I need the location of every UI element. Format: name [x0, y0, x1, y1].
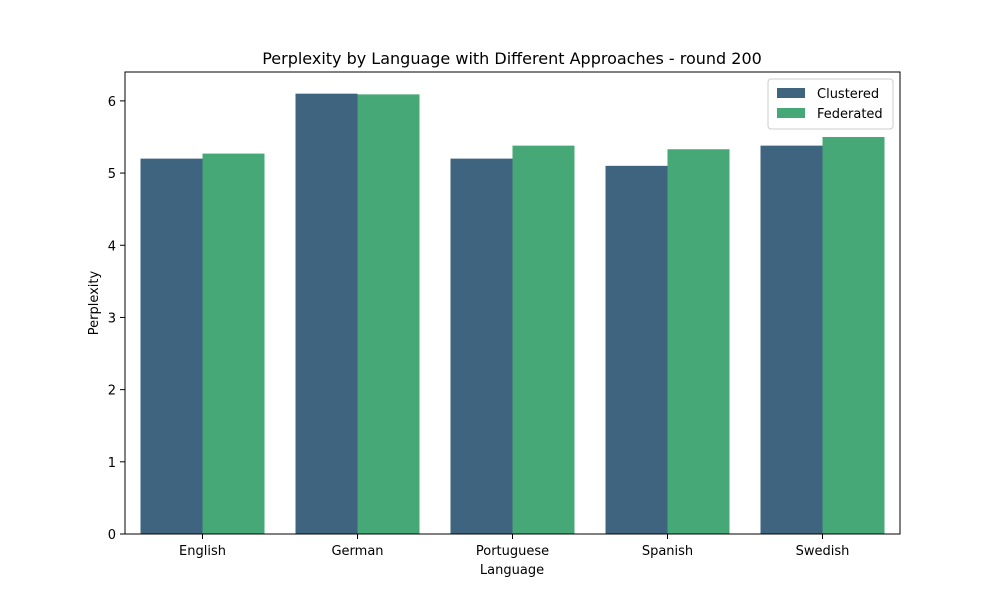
x-tick-label: Portuguese	[476, 544, 549, 559]
y-tick-label: 0	[108, 528, 116, 543]
bar-clustered-portuguese	[450, 158, 513, 534]
bar-clustered-spanish	[605, 165, 668, 534]
y-axis-label: Perplexity	[87, 270, 102, 335]
bar-federated-portuguese	[512, 145, 575, 534]
bar-federated-spanish	[667, 149, 730, 534]
y-ticks-group: 0 1 2 3 4 5 6	[108, 95, 125, 543]
y-tick-label: 4	[108, 239, 116, 254]
bar-clustered-german	[295, 93, 358, 534]
y-tick-label: 3	[108, 311, 116, 326]
legend-label-clustered: Clustered	[817, 87, 879, 102]
bar-clustered-swedish	[760, 145, 823, 534]
plot-frame	[124, 71, 901, 535]
bar-federated-swedish	[822, 136, 885, 534]
chart-title: Perplexity by Language with Different Ap…	[262, 49, 762, 68]
bar-clustered-english	[140, 158, 203, 534]
x-axis-label: Language	[480, 563, 544, 578]
x-ticks-group: English German Portuguese Spanish Swedish	[179, 534, 849, 559]
legend-swatch-federated	[777, 108, 805, 118]
y-tick-label: 1	[108, 456, 116, 471]
y-tick-label: 2	[108, 384, 116, 399]
bars-group	[140, 93, 885, 535]
y-tick-label: 5	[108, 167, 116, 182]
legend-swatch-clustered	[777, 88, 805, 98]
x-tick-label: German	[331, 544, 383, 559]
bar-federated-english	[202, 153, 265, 534]
x-tick-label: English	[179, 544, 226, 559]
y-tick-label: 6	[108, 95, 116, 110]
legend: Clustered Federated	[767, 78, 894, 130]
x-tick-label: Swedish	[796, 544, 850, 559]
x-tick-label: Spanish	[642, 544, 693, 559]
legend-label-federated: Federated	[817, 107, 883, 122]
bar-federated-german	[357, 94, 420, 535]
